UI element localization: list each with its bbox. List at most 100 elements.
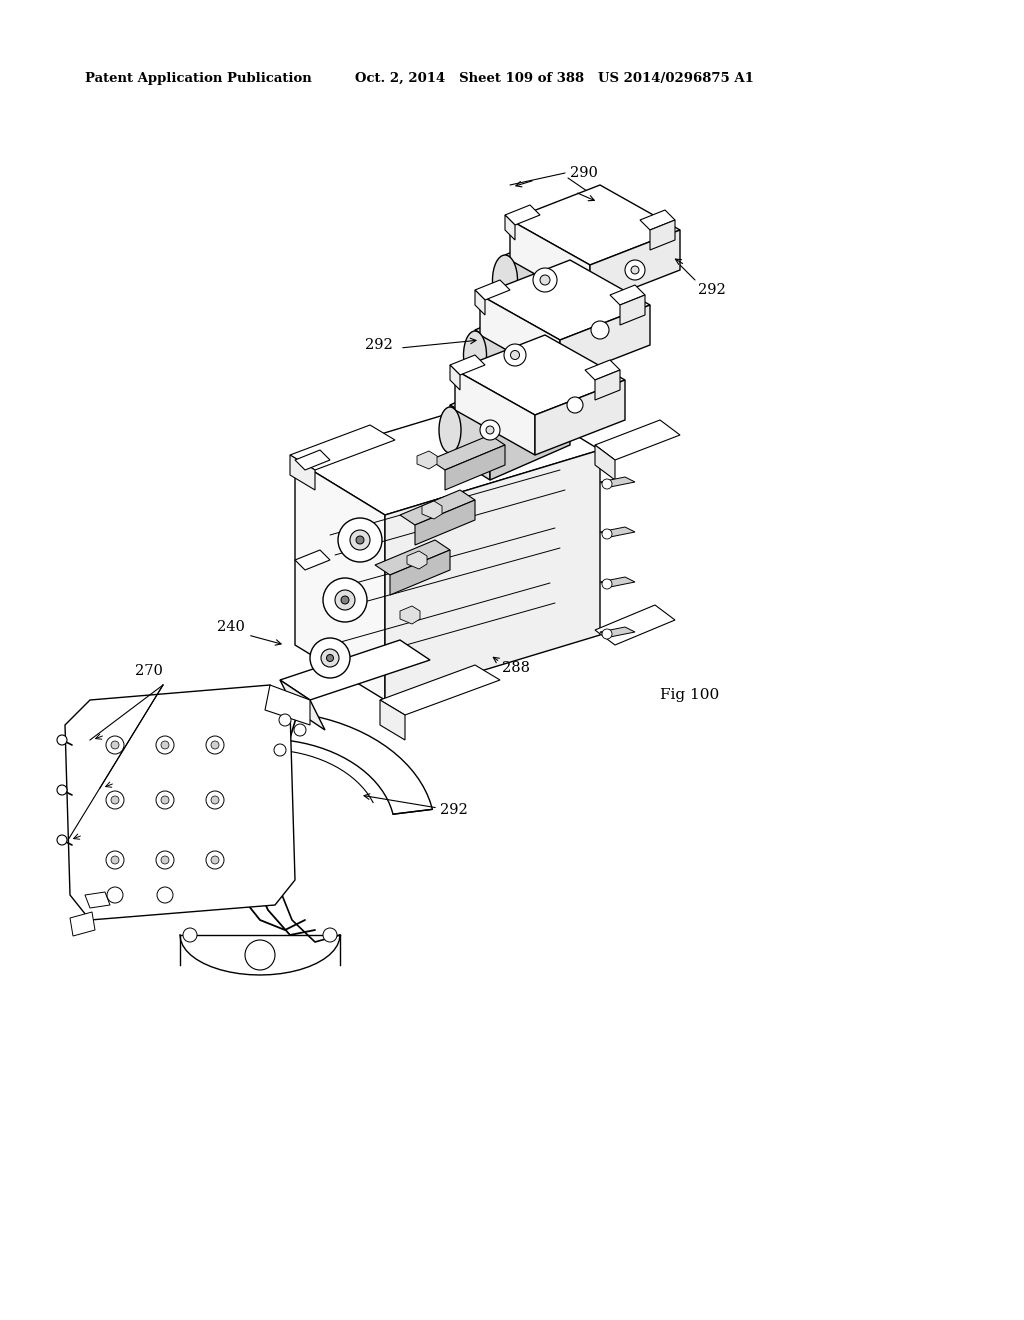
Polygon shape bbox=[600, 477, 635, 487]
Polygon shape bbox=[505, 220, 625, 280]
Text: Fig 100: Fig 100 bbox=[660, 688, 719, 702]
Polygon shape bbox=[105, 711, 432, 814]
Circle shape bbox=[602, 579, 612, 589]
Circle shape bbox=[156, 851, 174, 869]
Text: 290: 290 bbox=[570, 166, 598, 180]
Circle shape bbox=[57, 785, 67, 795]
Text: 292: 292 bbox=[440, 803, 468, 817]
Text: 270: 270 bbox=[135, 664, 163, 678]
Polygon shape bbox=[505, 215, 515, 240]
Circle shape bbox=[356, 536, 364, 544]
Polygon shape bbox=[515, 319, 595, 405]
Polygon shape bbox=[585, 360, 620, 380]
Circle shape bbox=[211, 855, 219, 865]
Circle shape bbox=[602, 529, 612, 539]
Polygon shape bbox=[475, 294, 595, 355]
Circle shape bbox=[350, 531, 370, 550]
Polygon shape bbox=[65, 685, 295, 920]
Polygon shape bbox=[417, 451, 437, 469]
Polygon shape bbox=[480, 260, 650, 341]
Polygon shape bbox=[450, 405, 490, 480]
Circle shape bbox=[321, 649, 339, 667]
Polygon shape bbox=[400, 490, 475, 525]
Circle shape bbox=[625, 260, 645, 280]
Polygon shape bbox=[595, 420, 680, 459]
Polygon shape bbox=[545, 246, 625, 330]
Circle shape bbox=[161, 741, 169, 748]
Polygon shape bbox=[475, 280, 510, 300]
Circle shape bbox=[602, 630, 612, 639]
Circle shape bbox=[504, 345, 526, 366]
Ellipse shape bbox=[464, 331, 486, 379]
Circle shape bbox=[602, 479, 612, 488]
Polygon shape bbox=[475, 330, 515, 405]
Ellipse shape bbox=[493, 255, 517, 305]
Polygon shape bbox=[375, 540, 450, 576]
Circle shape bbox=[567, 397, 583, 413]
Polygon shape bbox=[400, 606, 420, 624]
Circle shape bbox=[274, 744, 286, 756]
Text: 292: 292 bbox=[698, 282, 726, 297]
Circle shape bbox=[157, 887, 173, 903]
Circle shape bbox=[156, 737, 174, 754]
Circle shape bbox=[310, 638, 350, 678]
Polygon shape bbox=[450, 355, 485, 375]
Polygon shape bbox=[295, 459, 385, 700]
Text: 292: 292 bbox=[366, 338, 393, 352]
Polygon shape bbox=[295, 550, 330, 570]
Polygon shape bbox=[475, 290, 485, 315]
Circle shape bbox=[511, 351, 519, 359]
Circle shape bbox=[206, 851, 224, 869]
Polygon shape bbox=[595, 370, 620, 400]
Circle shape bbox=[294, 723, 306, 737]
Polygon shape bbox=[505, 205, 540, 224]
Polygon shape bbox=[510, 185, 680, 265]
Polygon shape bbox=[290, 455, 315, 490]
Polygon shape bbox=[385, 450, 600, 700]
Polygon shape bbox=[510, 220, 590, 305]
Ellipse shape bbox=[439, 407, 461, 453]
Polygon shape bbox=[505, 255, 545, 330]
Text: Patent Application Publication: Patent Application Publication bbox=[85, 73, 311, 84]
Polygon shape bbox=[600, 527, 635, 537]
Circle shape bbox=[111, 796, 119, 804]
Polygon shape bbox=[280, 640, 430, 700]
Polygon shape bbox=[407, 550, 427, 569]
Circle shape bbox=[540, 275, 550, 285]
Polygon shape bbox=[535, 380, 625, 455]
Circle shape bbox=[335, 590, 355, 610]
Circle shape bbox=[106, 791, 124, 809]
Circle shape bbox=[111, 741, 119, 748]
Polygon shape bbox=[450, 370, 570, 430]
Circle shape bbox=[183, 928, 197, 942]
Text: 240: 240 bbox=[217, 620, 245, 634]
Polygon shape bbox=[430, 436, 505, 470]
Circle shape bbox=[631, 267, 639, 275]
Polygon shape bbox=[560, 305, 650, 380]
Polygon shape bbox=[620, 294, 645, 325]
Polygon shape bbox=[445, 445, 505, 490]
Circle shape bbox=[327, 655, 334, 661]
Polygon shape bbox=[455, 335, 625, 414]
Circle shape bbox=[279, 714, 291, 726]
Text: 288: 288 bbox=[502, 661, 530, 675]
Polygon shape bbox=[422, 502, 442, 519]
Polygon shape bbox=[600, 627, 635, 638]
Polygon shape bbox=[640, 210, 675, 230]
Circle shape bbox=[57, 735, 67, 744]
Polygon shape bbox=[390, 550, 450, 595]
Polygon shape bbox=[265, 685, 310, 725]
Circle shape bbox=[106, 851, 124, 869]
Circle shape bbox=[57, 836, 67, 845]
Circle shape bbox=[106, 737, 124, 754]
Polygon shape bbox=[380, 700, 406, 741]
Polygon shape bbox=[595, 605, 675, 645]
Polygon shape bbox=[450, 366, 460, 389]
Polygon shape bbox=[85, 892, 110, 908]
Polygon shape bbox=[610, 285, 645, 305]
Polygon shape bbox=[595, 445, 615, 480]
Polygon shape bbox=[650, 220, 675, 249]
Polygon shape bbox=[415, 500, 475, 545]
Circle shape bbox=[161, 796, 169, 804]
Circle shape bbox=[591, 321, 609, 339]
